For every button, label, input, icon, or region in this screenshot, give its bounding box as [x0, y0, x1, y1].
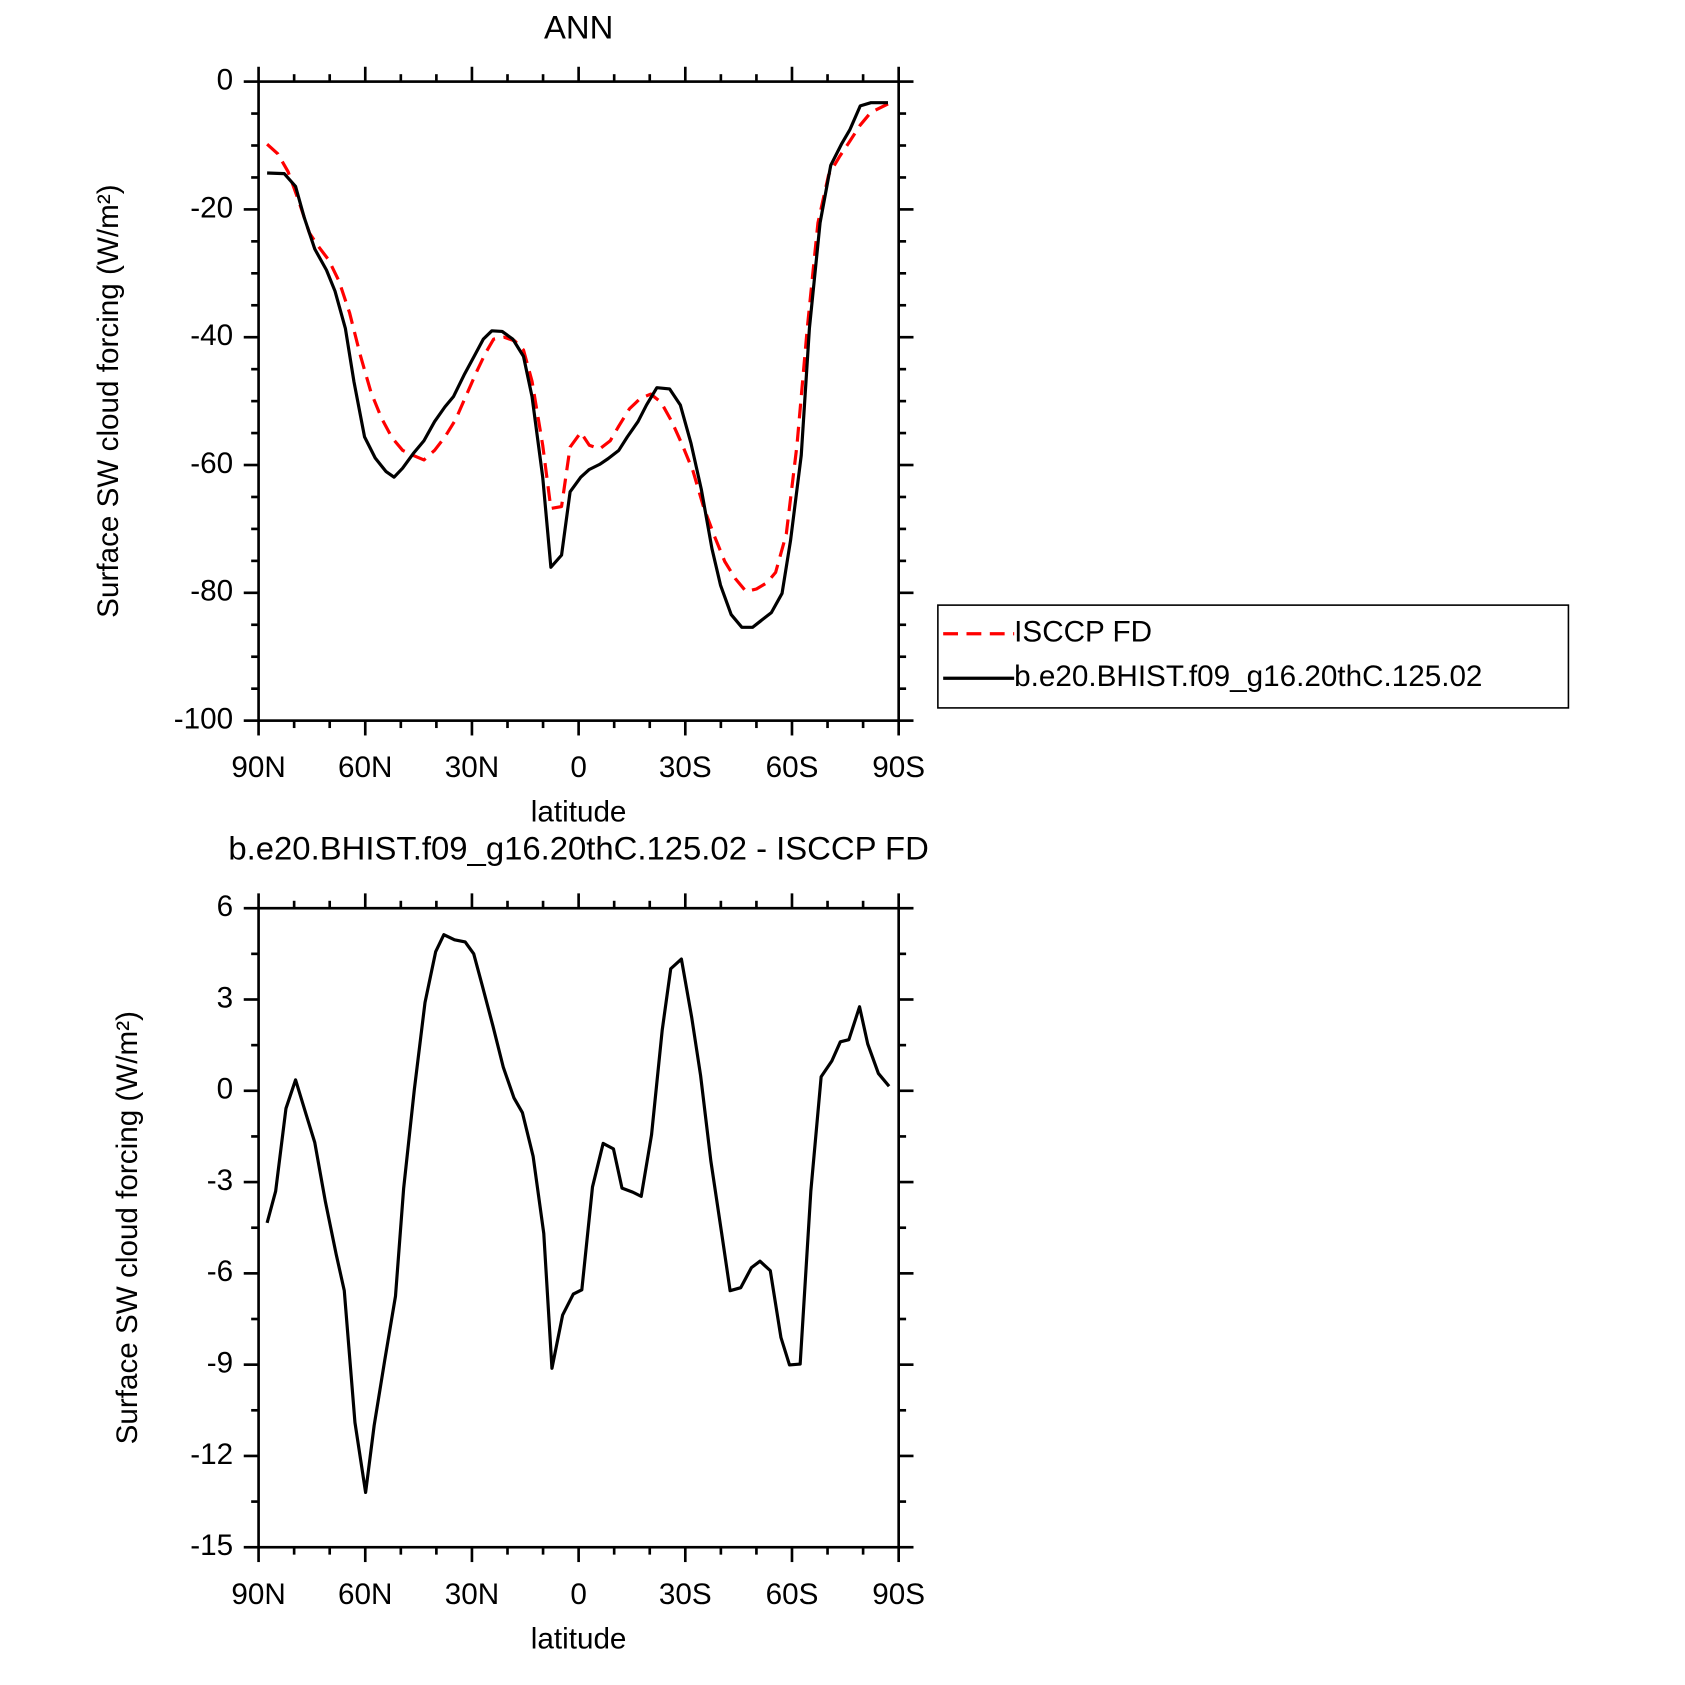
y-tick-label: -6	[207, 1255, 233, 1288]
y-axis-label: Surface SW cloud forcing (W/m²)	[111, 1011, 144, 1444]
data-line	[265, 933, 891, 1495]
x-tick-label: 90S	[872, 751, 925, 784]
x-axis-label: latitude	[531, 796, 627, 829]
x-tick-label: 0	[570, 1578, 587, 1611]
x-tick-label: 30N	[445, 1578, 499, 1611]
y-tick-label: -60	[190, 447, 233, 480]
x-tick-label: 60S	[766, 1578, 819, 1611]
x-tick-label: 90N	[231, 751, 285, 784]
chart-title: ANN	[544, 8, 613, 45]
legend-box	[937, 604, 1570, 709]
y-tick-label: -80	[190, 575, 233, 608]
x-tick-label: 90N	[231, 1578, 285, 1611]
legend-label: ISCCP FD	[1014, 616, 1152, 649]
legend: ISCCP FD b.e20.BHIST.f09_g16.20thC.125.02	[937, 604, 1570, 709]
data-line	[266, 102, 889, 594]
y-tick-label: -9	[207, 1346, 233, 1379]
y-tick-label: -40	[190, 319, 233, 352]
y-tick-label: 0	[217, 1073, 234, 1106]
y-tick-label: 3	[217, 981, 234, 1014]
y-tick-label: -3	[207, 1164, 233, 1197]
x-tick-label: 90S	[872, 1578, 925, 1611]
y-tick-label: -15	[190, 1529, 233, 1562]
y-tick-label: -12	[190, 1438, 233, 1471]
legend-label: b.e20.BHIST.f09_g16.20thC.125.02	[1014, 660, 1482, 693]
x-tick-label: 30N	[445, 751, 499, 784]
x-tick-label: 60S	[766, 751, 819, 784]
y-tick-label: 0	[217, 63, 234, 96]
plot-frame	[257, 906, 900, 1549]
x-axis-label: latitude	[531, 1622, 627, 1655]
y-axis-label: Surface SW cloud forcing (W/m²)	[92, 184, 125, 617]
x-tick-label: 30S	[659, 751, 712, 784]
x-tick-label: 0	[570, 751, 587, 784]
plot-frame	[257, 80, 900, 722]
chart-title: b.e20.BHIST.f09_g16.20thC.125.02 - ISCCP…	[228, 830, 928, 867]
x-tick-label: 60N	[338, 1578, 392, 1611]
y-tick-label: -20	[190, 191, 233, 224]
x-tick-label: 60N	[338, 751, 392, 784]
y-tick-label: 6	[217, 890, 234, 923]
y-tick-label: -100	[174, 702, 233, 735]
data-line	[267, 101, 888, 629]
x-tick-label: 30S	[659, 1578, 712, 1611]
